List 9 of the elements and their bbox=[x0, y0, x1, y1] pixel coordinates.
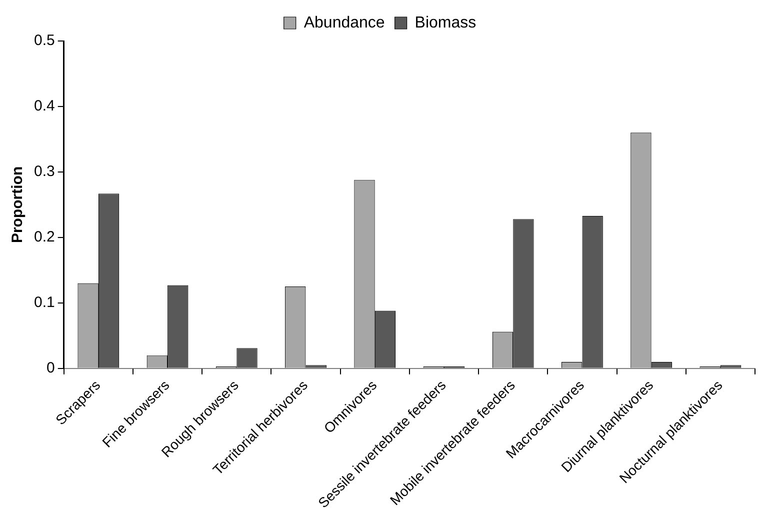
y-tick-label: 0 bbox=[46, 360, 55, 377]
y-tick-label: 0.5 bbox=[34, 32, 55, 50]
y-tick-label: 0.1 bbox=[34, 294, 55, 312]
legend-label: Abundance bbox=[304, 14, 385, 32]
y-tick-label: 0.4 bbox=[34, 98, 55, 115]
y-tick-label: 0.2 bbox=[34, 228, 55, 246]
y-tick-label: 0.3 bbox=[34, 163, 55, 180]
legend-label: Biomass bbox=[414, 14, 476, 32]
y-axis-title: Proportion bbox=[9, 166, 26, 244]
